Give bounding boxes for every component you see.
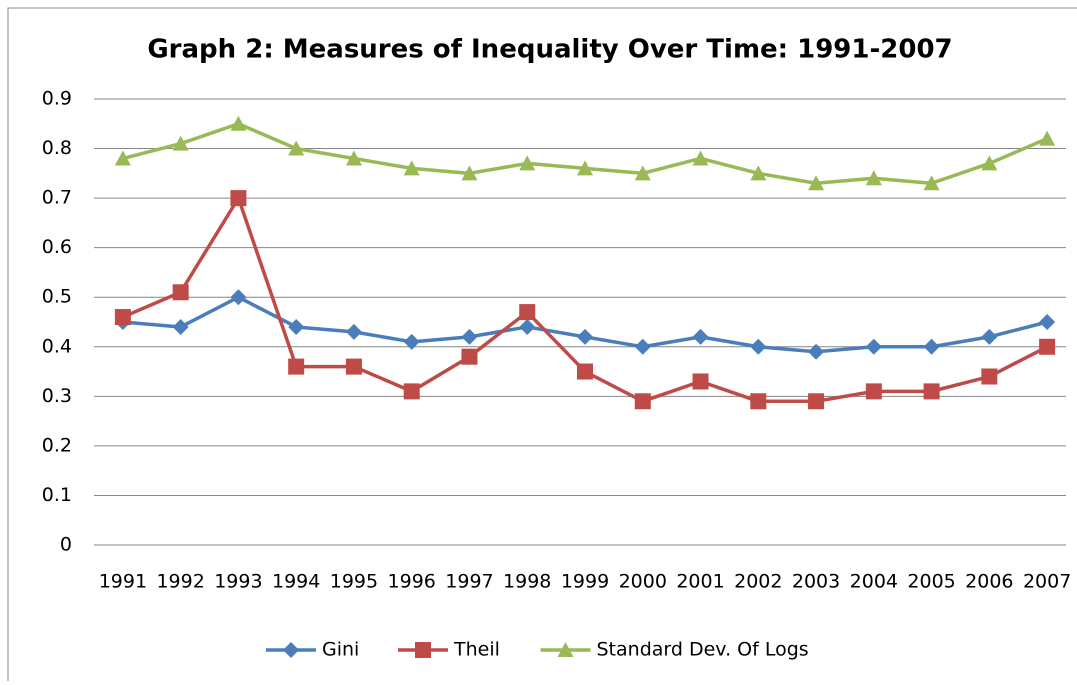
marker [288, 358, 305, 375]
x-tick-label: 1993 [214, 571, 262, 593]
marker [865, 383, 882, 400]
marker [1039, 314, 1056, 330]
marker [288, 318, 305, 335]
legend-label: Theil [453, 639, 500, 661]
marker [750, 393, 767, 410]
x-tick-label: 1998 [503, 571, 551, 593]
marker [692, 328, 709, 345]
legend-marker [283, 642, 299, 658]
marker [865, 338, 882, 355]
marker [808, 393, 825, 410]
marker [172, 318, 189, 335]
x-tick-label: 1997 [445, 571, 493, 593]
marker [923, 175, 940, 191]
marker [981, 328, 998, 345]
marker [577, 363, 593, 380]
marker [288, 140, 305, 156]
x-tick-label: 1999 [561, 571, 609, 593]
marker [692, 150, 709, 166]
y-tick-label: 0.5 [42, 286, 72, 308]
marker [519, 318, 536, 335]
marker [750, 165, 767, 181]
x-tick-label: 2005 [907, 571, 955, 593]
x-tick-label: 2003 [792, 571, 840, 593]
y-tick-label: 0.8 [42, 137, 72, 159]
marker [403, 333, 420, 350]
y-tick-label: 0.1 [42, 484, 72, 506]
x-tick-label: 2006 [965, 571, 1013, 593]
legend-label: Gini [322, 639, 359, 661]
legend-label: Standard Dev. Of Logs [597, 639, 809, 661]
y-tick-label: 0.2 [42, 434, 72, 456]
marker [403, 160, 420, 176]
y-tick-label: 0.3 [42, 385, 72, 407]
x-tick-label: 2007 [1023, 571, 1071, 593]
marker [577, 160, 593, 176]
marker [634, 165, 651, 181]
marker [461, 328, 478, 345]
chart-frame [7, 7, 1077, 685]
marker [230, 289, 247, 306]
x-tick-label: 2004 [850, 571, 898, 593]
chart-title: Graph 2: Measures of Inequality Over Tim… [147, 35, 952, 65]
marker [923, 383, 940, 400]
x-tick-label: 2000 [619, 571, 667, 593]
marker [865, 170, 882, 186]
marker [634, 393, 651, 410]
marker [808, 175, 825, 191]
marker [172, 135, 189, 151]
marker [1039, 338, 1056, 355]
marker [403, 383, 420, 400]
legend-marker [557, 642, 574, 657]
x-tick-label: 2002 [734, 571, 782, 593]
marker [345, 150, 362, 166]
marker [577, 328, 593, 345]
marker [808, 343, 825, 360]
y-tick-label: 0.4 [42, 335, 72, 357]
marker [750, 338, 767, 355]
marker [692, 373, 709, 390]
y-tick-label: 0.9 [42, 88, 72, 110]
x-tick-label: 1996 [388, 571, 436, 593]
marker [519, 155, 536, 171]
x-tick-label: 1994 [272, 571, 320, 593]
marker [519, 304, 536, 321]
x-tick-label: 1991 [99, 571, 147, 593]
marker [634, 338, 651, 355]
marker [981, 155, 998, 171]
marker [923, 338, 940, 355]
x-tick-label: 2001 [676, 571, 724, 593]
y-tick-label: 0 [60, 534, 72, 556]
y-tick-label: 0.7 [42, 187, 72, 209]
marker [230, 115, 247, 131]
marker [345, 358, 362, 375]
marker [230, 190, 247, 207]
marker [345, 323, 362, 340]
marker [172, 284, 189, 301]
marker [114, 309, 131, 326]
marker [1039, 130, 1056, 146]
x-tick-label: 1992 [156, 571, 204, 593]
legend-marker [415, 642, 431, 658]
y-tick-label: 0.6 [42, 236, 72, 258]
marker [461, 348, 478, 365]
marker [461, 165, 478, 181]
x-tick-label: 1995 [330, 571, 378, 593]
marker [981, 368, 998, 385]
marker [114, 150, 131, 166]
